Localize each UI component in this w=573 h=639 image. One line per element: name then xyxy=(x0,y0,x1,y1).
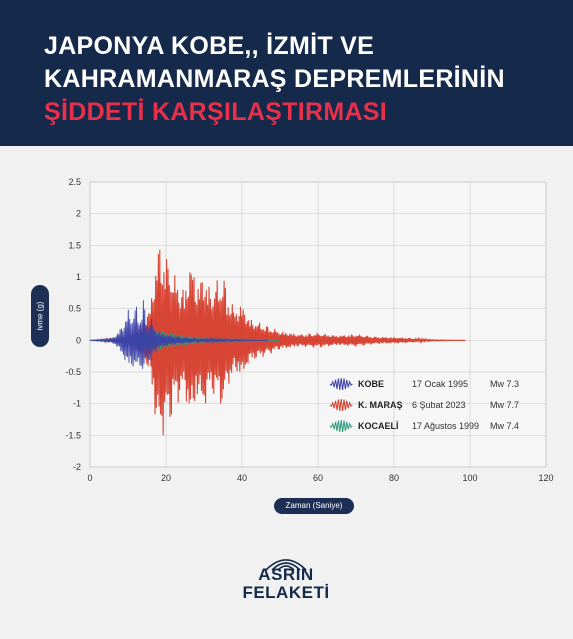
legend-swatch-2 xyxy=(329,419,353,432)
series-line-0 xyxy=(89,300,269,369)
legend-name-1: K. MARAŞ xyxy=(358,400,403,410)
x-tick-label: 40 xyxy=(237,473,247,483)
legend-swatch-0 xyxy=(329,377,353,390)
y-tick-label: -0.5 xyxy=(65,367,81,377)
x-axis-label: Zaman (Saniye) xyxy=(274,498,354,514)
chart-ticks: 0 20 40 60 80 100 120 -2 -1.5 -1 -0.5 0 0.5 1 1.5 2 2.5 xyxy=(65,177,553,483)
header-banner: JAPONYA KOBE,, İZMİT VE KAHRAMANMARAŞ DE… xyxy=(0,0,573,146)
y-tick-label: 2 xyxy=(76,209,81,219)
chart-legend: KOBE 17 Ocak 1995 Mw 7.3 K. MARAŞ 6 Şubat 20… xyxy=(329,377,519,432)
x-tick-label: 80 xyxy=(389,473,399,483)
legend-magnitude-2: Mw 7.4 xyxy=(490,421,519,431)
page-title: JAPONYA KOBE,, İZMİT VE KAHRAMANMARAŞ DE… xyxy=(44,30,544,129)
x-tick-label: 20 xyxy=(161,473,171,483)
x-tick-label: 60 xyxy=(313,473,323,483)
legend-name-0: KOBE xyxy=(358,379,384,389)
y-tick-label: -2 xyxy=(73,462,81,472)
legend-date-1: 6 Şubat 2023 xyxy=(412,400,466,410)
chart-series xyxy=(89,249,466,436)
y-tick-label: 2.5 xyxy=(68,177,81,187)
y-axis-label-text: ivme (g) xyxy=(35,301,45,331)
x-tick-label: 120 xyxy=(538,473,553,483)
x-axis-label-text: Zaman (Saniye) xyxy=(285,501,343,510)
title-line-3: ŞİDDETİ KARŞILAŞTIRMASI xyxy=(44,98,388,126)
brand-line-1: ASRIN xyxy=(258,565,314,584)
brand-logo: ASRIN FELAKETİ xyxy=(236,552,336,612)
legend-magnitude-0: Mw 7.3 xyxy=(490,379,519,389)
title-line-1: JAPONYA KOBE,, İZMİT VE xyxy=(44,32,375,60)
title-line-2: KAHRAMANMARAŞ DEPREMLERİNİN xyxy=(44,65,505,93)
legend-date-2: 17 Ağustos 1999 xyxy=(412,421,479,431)
y-axis-label: ivme (g) xyxy=(31,285,49,347)
x-tick-label: 0 xyxy=(87,473,92,483)
legend-date-0: 17 Ocak 1995 xyxy=(412,379,468,389)
legend-name-2: KOCAELİ xyxy=(358,421,399,431)
y-tick-label: 0 xyxy=(76,335,81,345)
y-tick-label: 1 xyxy=(76,272,81,282)
brand-text: ASRIN FELAKETİ xyxy=(236,566,336,602)
logo-arc-icon xyxy=(265,559,307,571)
brand-line-2: FELAKETİ xyxy=(242,583,330,602)
x-tick-label: 100 xyxy=(462,473,477,483)
y-tick-label: 1.5 xyxy=(68,240,81,250)
y-tick-label: -1.5 xyxy=(65,430,81,440)
legend-swatch-1 xyxy=(329,398,353,411)
y-tick-label: -1 xyxy=(73,399,81,409)
legend-magnitude-1: Mw 7.7 xyxy=(490,400,519,410)
y-tick-label: 0.5 xyxy=(68,304,81,314)
